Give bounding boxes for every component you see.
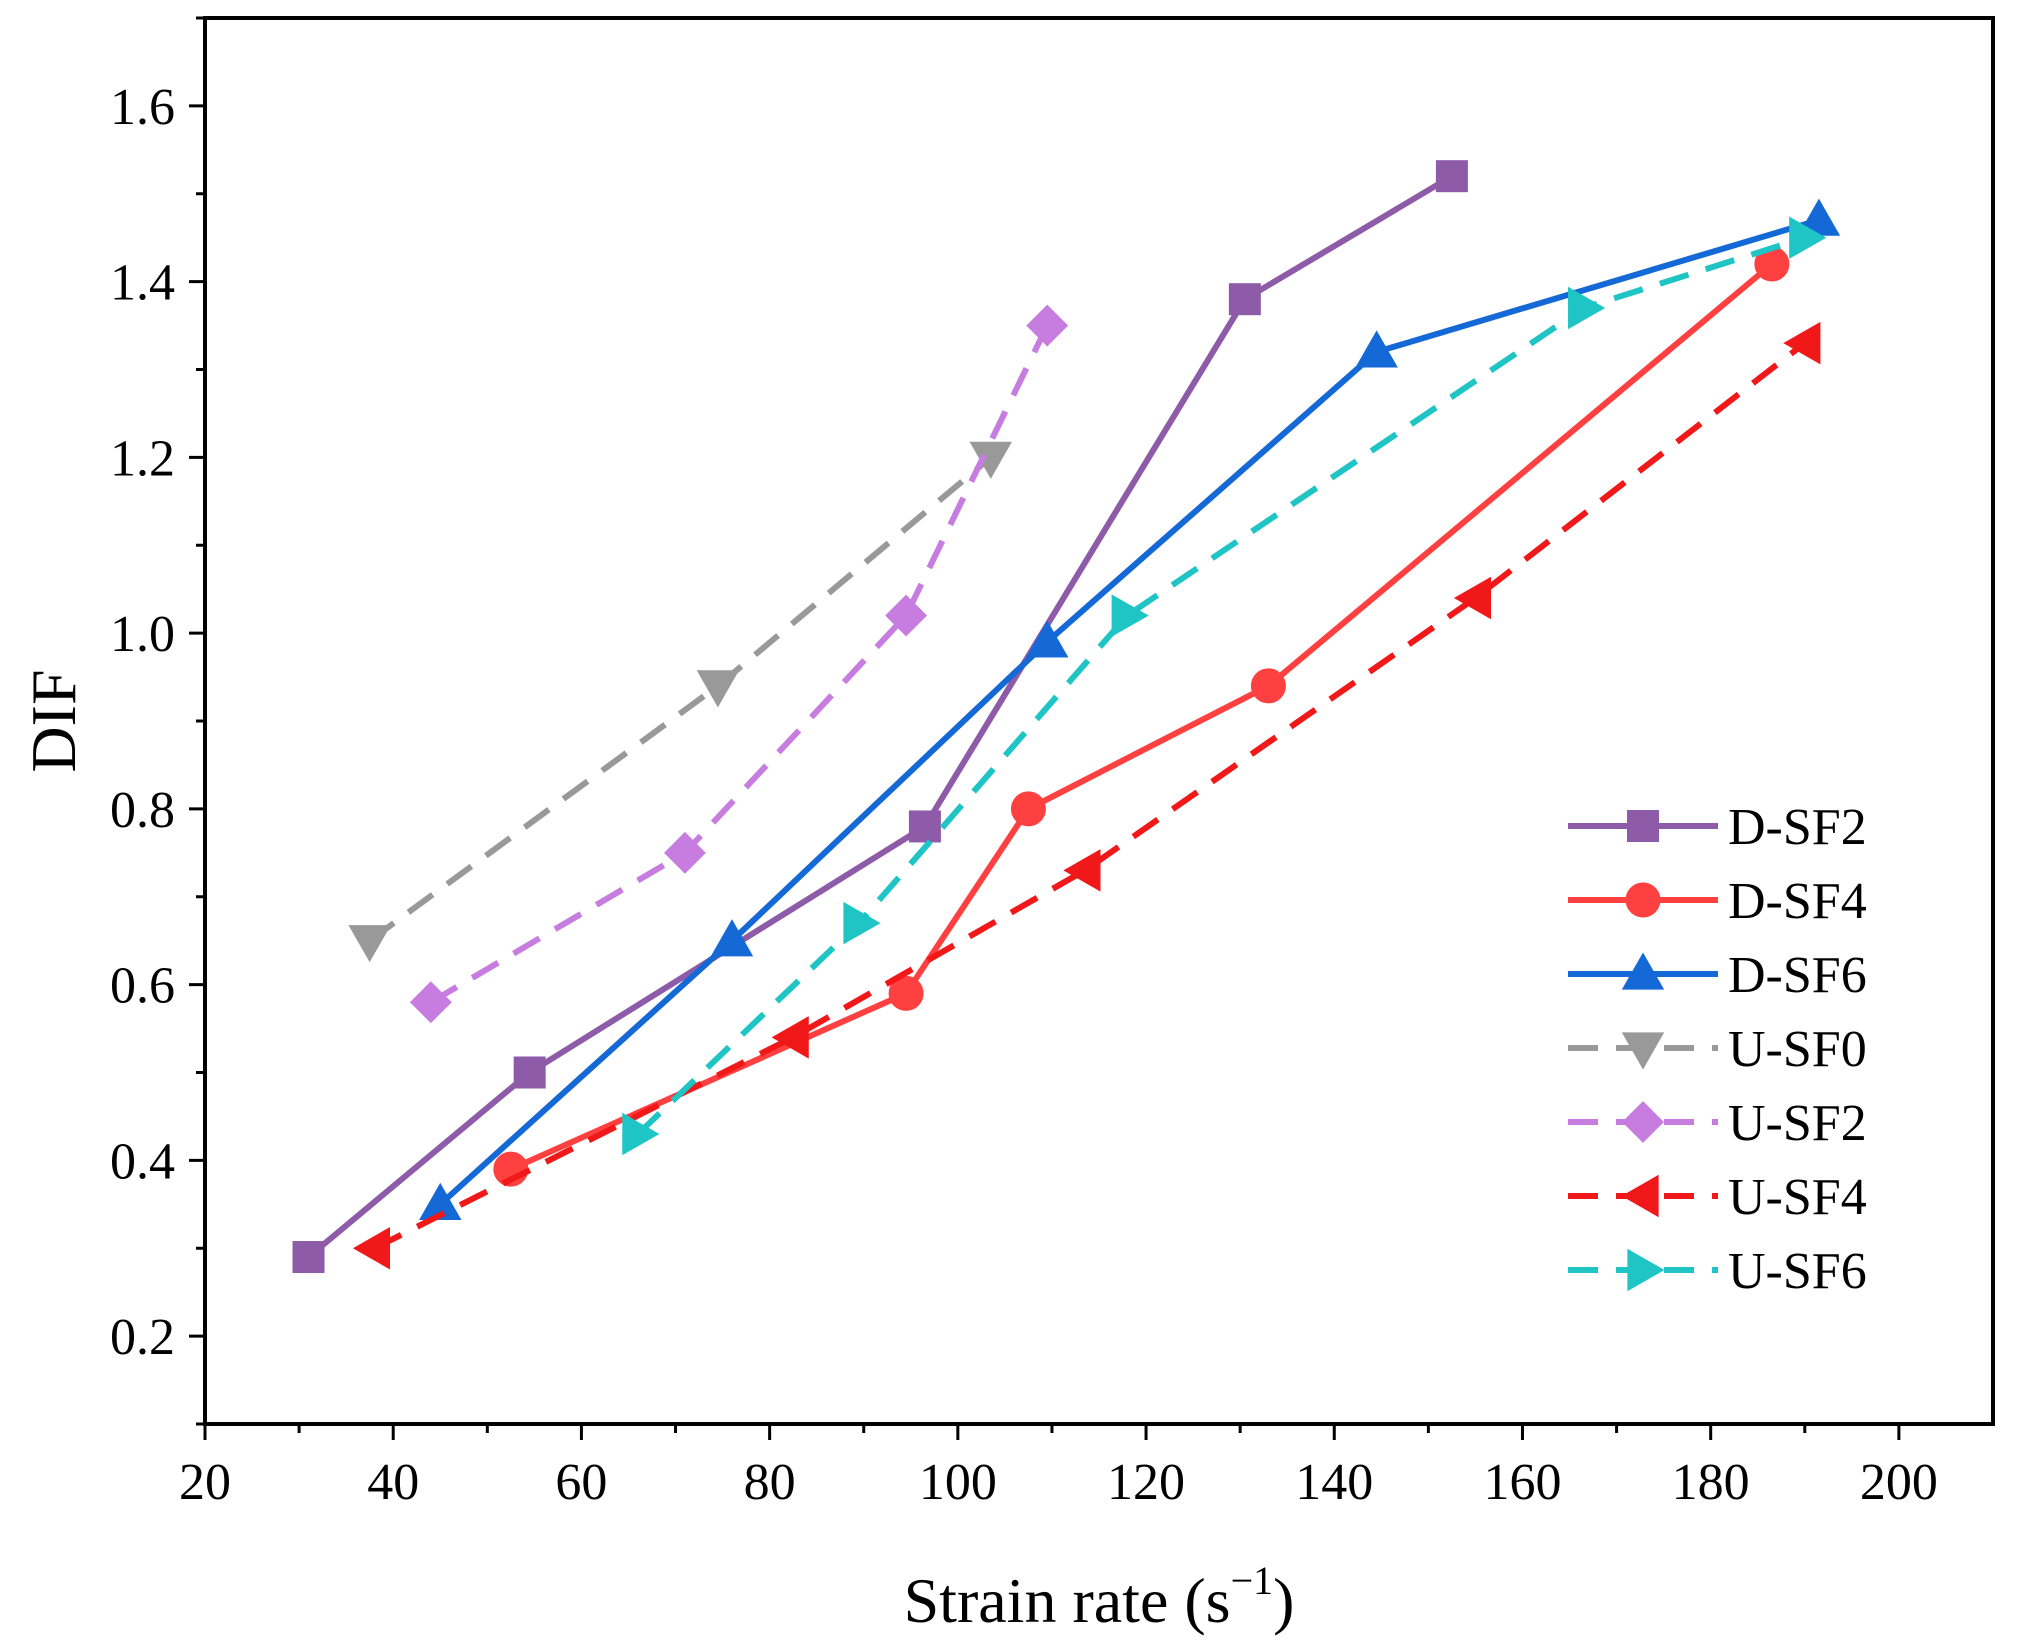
triangle-right-marker	[622, 1112, 660, 1156]
triangle-left-marker	[1783, 321, 1821, 365]
x-tick-label: 20	[179, 1454, 231, 1511]
square-marker	[908, 810, 941, 843]
triangle-up-marker	[710, 919, 754, 957]
series-d-sf2	[292, 160, 1468, 1274]
x-tick-label: 80	[744, 1454, 796, 1511]
triangle-right-marker	[1789, 216, 1827, 259]
legend-label: D-SF4	[1728, 873, 1867, 930]
series-d-sf6	[419, 198, 1841, 1220]
triangle-down-marker	[348, 925, 391, 963]
legend-item-u-sf2: U-SF2	[1568, 1095, 1867, 1152]
x-tick-label: 180	[1672, 1454, 1750, 1511]
square-marker	[292, 1241, 325, 1274]
y-tick-label: 1.2	[110, 430, 175, 487]
series-line	[429, 324, 1050, 1005]
y-tick-label: 1.0	[110, 606, 175, 663]
circle-marker	[1010, 791, 1046, 827]
y-axis-title: DIF	[18, 669, 89, 772]
x-axis-title: Strain rate (s−1)	[904, 1558, 1295, 1636]
diamond-marker	[409, 981, 452, 1024]
diamond-marker	[664, 831, 706, 874]
triangle-left-marker	[1621, 1174, 1659, 1218]
legend-label: U-SF2	[1728, 1095, 1867, 1152]
legend-item-d-sf2: D-SF2	[1568, 799, 1867, 856]
series-line	[635, 234, 1806, 1137]
legend-item-d-sf6: D-SF6	[1568, 947, 1867, 1004]
legend-item-u-sf6: U-SF6	[1568, 1243, 1867, 1300]
y-tick-label: 1.4	[110, 255, 175, 312]
triangle-left-marker	[1063, 849, 1101, 892]
x-axis-title-main: Strain rate (s	[904, 1565, 1231, 1636]
circle-marker	[888, 975, 924, 1011]
triangle-up-marker	[1621, 952, 1665, 990]
square-marker	[1435, 160, 1468, 193]
legend-label: U-SF6	[1728, 1243, 1867, 1300]
series-layer	[292, 160, 1841, 1274]
y-tick-label: 0.8	[110, 782, 175, 839]
diamond-marker	[1026, 304, 1069, 347]
y-tick-label: 0.6	[110, 958, 175, 1015]
tick-labels: 20 40 60 80 100 120 140 160 180 200 0.2 0.4 0.6 0.8 1.…	[110, 79, 1938, 1511]
triangle-right-marker	[843, 901, 881, 945]
circle-marker	[1250, 668, 1286, 704]
y-tick-label: 1.6	[110, 79, 175, 136]
triangle-left-marker	[771, 1016, 809, 1059]
triangle-up-marker	[1026, 620, 1069, 658]
triangle-up-marker	[419, 1182, 462, 1220]
legend-label: U-SF0	[1728, 1021, 1867, 1078]
x-axis-title-superscript: −1	[1231, 1558, 1274, 1603]
x-tick-label: 100	[919, 1454, 997, 1511]
legend-item-d-sf4: D-SF4	[1568, 873, 1867, 930]
legend: D-SF2 D-SF4 D-SF6 U-SF0 U-SF2 U-SF4 U-SF6	[1568, 799, 1867, 1300]
circle-marker	[1625, 882, 1661, 918]
x-tick-label: 140	[1295, 1454, 1373, 1511]
legend-item-u-sf0: U-SF0	[1568, 1021, 1867, 1078]
x-tick-label: 60	[555, 1454, 607, 1511]
square-marker	[1627, 810, 1659, 842]
square-marker	[513, 1056, 546, 1089]
legend-label: D-SF6	[1728, 947, 1867, 1004]
triangle-down-marker	[1621, 1032, 1665, 1070]
axis-ticks	[189, 16, 1901, 1440]
triangle-down-marker	[696, 670, 740, 708]
series-u-sf0	[348, 441, 1013, 963]
triangle-up-marker	[1355, 330, 1398, 368]
series-u-sf2	[409, 304, 1069, 1024]
diamond-marker	[1622, 1101, 1664, 1143]
legend-label: U-SF4	[1728, 1169, 1867, 1226]
legend-item-u-sf4: U-SF4	[1568, 1169, 1867, 1226]
triangle-right-marker	[1627, 1248, 1665, 1292]
y-tick-label: 0.4	[110, 1133, 175, 1190]
diamond-marker	[885, 594, 927, 637]
triangle-right-marker	[1568, 286, 1606, 330]
x-tick-label: 120	[1107, 1454, 1185, 1511]
square-marker	[1228, 283, 1261, 316]
plot-frame	[203, 16, 1995, 1426]
x-tick-label: 160	[1483, 1454, 1561, 1511]
series-u-sf4	[352, 321, 1821, 1270]
series-line	[373, 340, 1807, 1251]
triangle-left-marker	[1453, 576, 1492, 620]
triangle-left-marker	[352, 1227, 391, 1270]
x-tick-label: 200	[1860, 1454, 1938, 1511]
series-u-sf6	[622, 216, 1827, 1156]
triangle-right-marker	[1111, 594, 1149, 637]
x-tick-label: 40	[367, 1454, 419, 1511]
legend-label: D-SF2	[1728, 799, 1867, 856]
y-tick-label: 0.2	[110, 1309, 175, 1366]
x-axis-title-close: )	[1273, 1565, 1294, 1636]
